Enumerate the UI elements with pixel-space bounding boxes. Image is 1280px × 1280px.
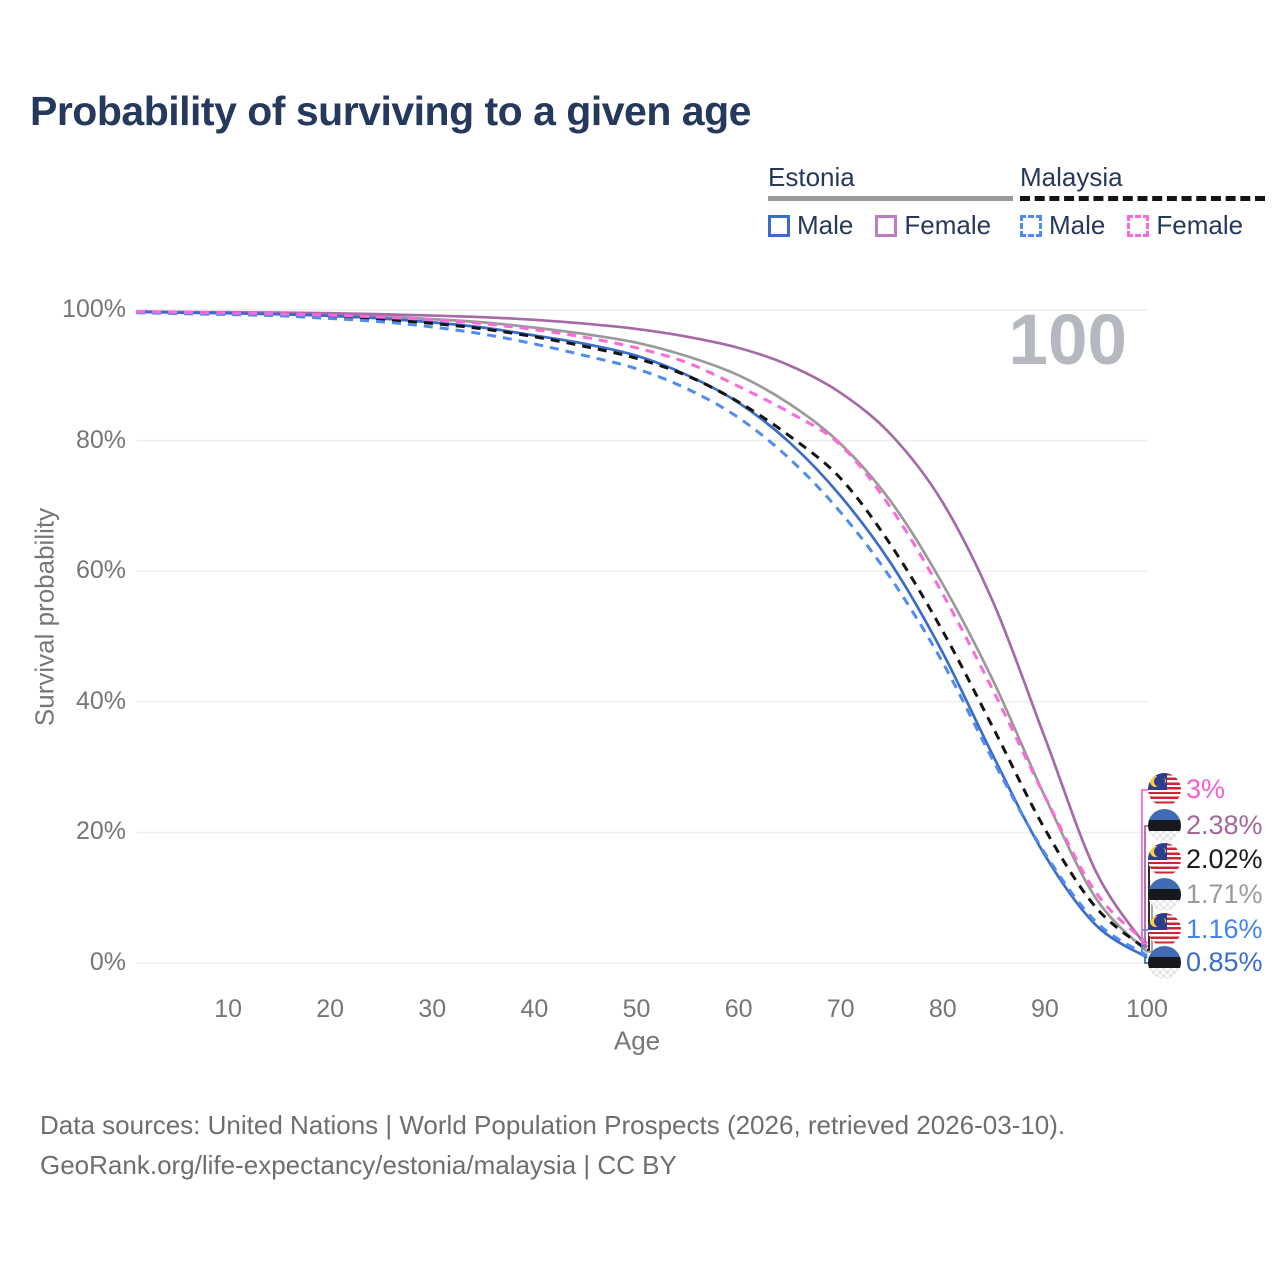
x-tick-label: 70 [826,995,855,1023]
malaysia-flag-icon [1148,913,1181,946]
y-tick-label: 60% [75,556,126,585]
legend-country-estonia: Estonia [768,162,855,192]
legend-item-label: Female [1156,210,1244,240]
curve-estonia-total [136,310,1148,953]
checkbox-icon[interactable] [768,214,790,237]
legend-group-estonia: Estonia Male Female [768,162,1014,241]
end-label-value: 1.16% [1186,914,1263,944]
end-label-row-estonia-female: 2.38% [1148,809,1263,842]
end-label-value: 1.71% [1186,879,1263,909]
estonia-flag-icon [1148,878,1181,911]
end-label-value: 2.02% [1186,844,1263,874]
page-title: Probability of surviving to a given age [30,88,751,134]
curve-estonia-male [136,310,1148,959]
footer-sources: Data sources: United Nations | World Pop… [40,1110,1066,1140]
x-tick-label: 100 [1126,995,1168,1023]
y-tick-label: 20% [75,817,126,846]
legend-country-malaysia: Malaysia [1020,162,1123,192]
y-tick-label: 100% [62,295,126,323]
legend-item-label: Female [904,210,992,240]
y-tick-label: 0% [89,948,126,976]
curve-estonia-female [136,309,1149,949]
x-tick-label: 10 [214,995,242,1023]
estonia-flag-icon [1148,946,1181,979]
end-label-value: 0.85% [1186,947,1263,977]
curve-malaysia-total [136,310,1148,951]
x-tick-label: 50 [622,995,651,1023]
legend-item-label: Male [797,210,854,240]
x-tick-label: 60 [724,995,753,1023]
x-tick-label: 80 [928,995,957,1023]
x-tick-label: 20 [316,995,345,1023]
y-tick-label: 40% [75,686,126,715]
end-label-value: 3% [1186,774,1226,804]
curve-malaysia-female [136,310,1149,945]
x-tick-label: 40 [520,995,549,1023]
end-label-value: 2.38% [1186,810,1263,840]
hover-age-indicator: 100 [1008,301,1127,380]
checkbox-icon[interactable] [875,214,898,237]
malaysia-line-style-swatch [1020,196,1266,201]
x-tick-label: 30 [418,995,447,1023]
legend-group-malaysia: Malaysia Male Female [1020,162,1266,241]
end-label-row-malaysia-female: 3% [1148,773,1225,806]
end-label-row-malaysia-male: 1.16% [1148,913,1263,946]
malaysia-flag-icon [1148,773,1181,806]
legend-item-malaysia-female[interactable]: Female [1127,210,1243,241]
legend-item-estonia-female[interactable]: Female [875,210,991,241]
legend-item-malaysia-male[interactable]: Male [1020,210,1105,241]
legend-item-estonia-male[interactable]: Male [768,210,853,241]
estonia-flag-icon [1148,809,1181,842]
estonia-line-style-swatch [768,196,1014,201]
end-label-row-malaysia-total: 2.02% [1148,843,1263,876]
end-label-row-estonia-total: 1.71% [1148,878,1263,911]
y-axis-title: Survival probability [29,507,60,727]
leader-line-malaysia-female [1141,789,1153,945]
checkbox-icon[interactable] [1127,214,1150,237]
x-tick-label: 90 [1030,995,1059,1023]
curve-malaysia-male [136,311,1148,957]
footer-attribution: GeoRank.org/life-expectancy/estonia/mala… [40,1150,677,1180]
end-label-row-estonia-male: 0.85% [1148,946,1263,979]
checkbox-icon[interactable] [1020,214,1042,237]
malaysia-flag-icon [1148,843,1181,876]
x-axis-title: Age [613,1025,661,1056]
footer: Data sources: United Nations | World Pop… [40,1105,1065,1185]
legend-item-label: Male [1049,210,1106,240]
y-tick-label: 80% [75,425,126,454]
